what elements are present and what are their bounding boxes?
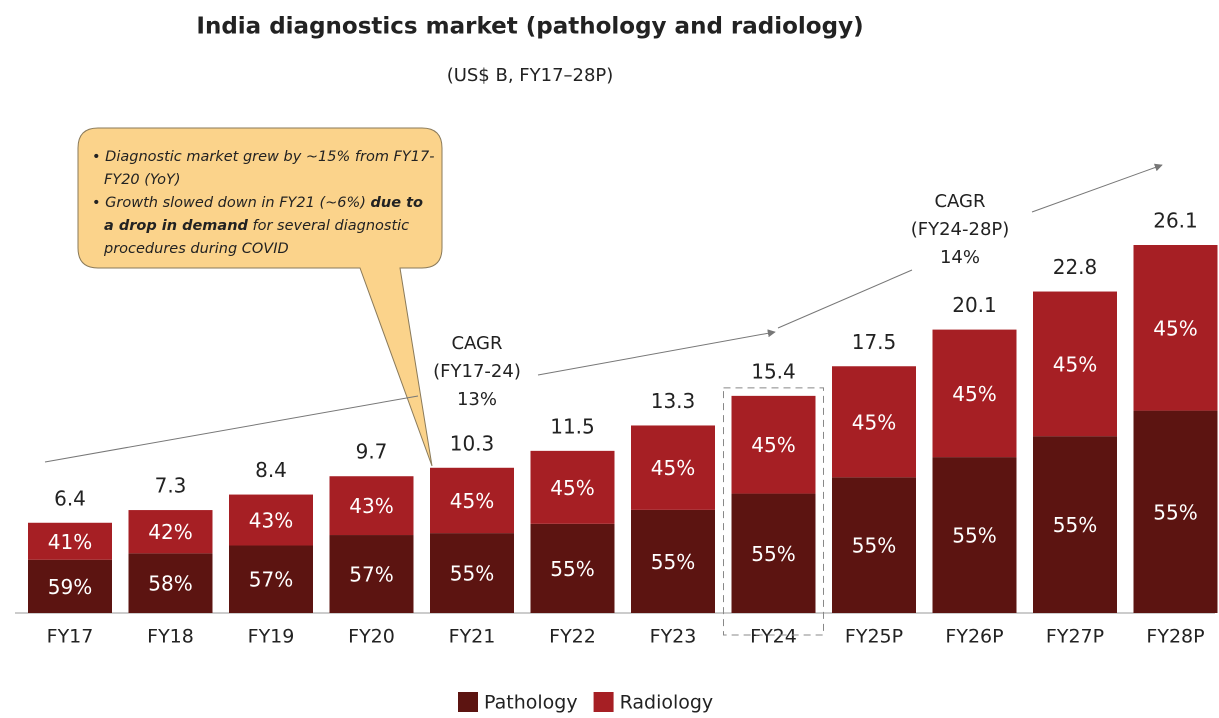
bar-segment	[731, 395, 816, 494]
bar-segment	[1133, 245, 1218, 411]
segment-label: 55%	[651, 550, 695, 574]
bullet: • Growth slowed down in FY21 (~6%) due t…	[92, 195, 424, 257]
x-tick-label: FY17	[47, 626, 94, 648]
legend-label: Pathology	[484, 692, 578, 714]
total-label: 15.4	[751, 359, 796, 383]
bar-segment	[1033, 291, 1117, 437]
total-label: 26.1	[1153, 209, 1198, 233]
segment-label: 45%	[952, 382, 996, 406]
total-label: 13.3	[651, 389, 696, 413]
cagr-label: 13%	[457, 389, 497, 410]
x-tick-label: FY20	[348, 626, 395, 648]
total-label: 11.5	[550, 414, 595, 438]
bar-segment	[329, 535, 414, 613]
chart-title: India diagnostics market (pathology and …	[196, 14, 863, 40]
callout-box	[77, 127, 443, 467]
cagr-label: (FY24-28P)	[911, 219, 1010, 240]
cagr-label: (FY17-24)	[433, 361, 521, 382]
total-label: 7.3	[155, 474, 187, 498]
segment-label: 43%	[249, 509, 293, 533]
bar-segment	[128, 553, 213, 613]
segment-label: 45%	[852, 410, 896, 434]
bar-segment	[530, 450, 615, 524]
legend-swatch	[458, 692, 478, 712]
total-label: 17.5	[852, 330, 897, 354]
bar-segment	[229, 494, 313, 546]
callout-text: • Diagnostic market grew by ~15% from FY…	[92, 146, 437, 261]
segment-label: 55%	[1053, 513, 1097, 537]
cagr-label: CAGR	[934, 191, 985, 212]
bar-segment	[430, 467, 514, 534]
segment-label: 45%	[550, 476, 594, 500]
bar-segment	[28, 559, 112, 613]
segment-label: 58%	[148, 572, 192, 596]
bar-segment	[631, 509, 715, 613]
x-tick-label: FY18	[147, 626, 194, 648]
legend-swatch	[593, 692, 614, 712]
x-tick-label: FY21	[449, 626, 496, 648]
arrow-line	[1031, 163, 1163, 213]
total-label: 6.4	[54, 486, 86, 510]
arrow-line	[537, 329, 776, 376]
segment-label: 57%	[249, 568, 293, 592]
segment-label: 45%	[1053, 352, 1097, 376]
segment-label: 55%	[852, 534, 896, 558]
segment-label: 57%	[349, 563, 393, 587]
segment-label: 41%	[48, 530, 92, 554]
segment-label: 42%	[148, 520, 192, 544]
x-tick-label: FY19	[248, 626, 295, 648]
bullet-text: Growth slowed down in FY21 (~6%)	[105, 195, 371, 211]
segment-label: 55%	[751, 542, 795, 566]
x-tick-label: FY26P	[945, 626, 1003, 648]
arrow-line	[777, 269, 913, 329]
x-tick-label: FY25P	[845, 626, 903, 648]
bar-segment	[28, 522, 112, 560]
bar-segment	[329, 476, 414, 536]
bar-segment	[832, 477, 916, 613]
bar-segment	[932, 329, 1017, 458]
segment-label: 45%	[1153, 316, 1197, 340]
bar-segment	[1033, 436, 1117, 613]
bar-segment	[932, 457, 1017, 613]
bar-segment	[430, 533, 514, 613]
segment-label: 55%	[952, 524, 996, 548]
segment-label: 55%	[450, 562, 494, 586]
total-label: 22.8	[1053, 255, 1098, 279]
total-label: 20.1	[952, 293, 997, 317]
segment-label: 45%	[751, 433, 795, 457]
segment-label: 45%	[450, 489, 494, 513]
bar-segment	[1133, 410, 1218, 613]
x-tick-label: FY28P	[1146, 626, 1204, 648]
cagr-label: CAGR	[451, 333, 502, 354]
total-label: 10.3	[450, 431, 495, 455]
chart-subtitle: (US$ B, FY17–28P)	[447, 65, 614, 86]
x-tick-label: FY23	[650, 626, 697, 648]
x-tick-label: FY27P	[1046, 626, 1104, 648]
legend-label: Radiology	[620, 692, 714, 714]
bar-segment	[229, 545, 313, 613]
segment-label: 59%	[48, 575, 92, 599]
segment-label: 55%	[550, 557, 594, 581]
bullet-text: for several diagnostic procedures during…	[104, 218, 410, 257]
x-tick-label: FY24	[750, 626, 797, 648]
x-tick-label: FY22	[549, 626, 596, 648]
bullet-bold: due to a drop in demand	[104, 195, 424, 234]
bullet: • Diagnostic market grew by ~15% from FY…	[92, 149, 435, 188]
total-label: 8.4	[255, 458, 287, 482]
highlight-box	[723, 387, 824, 636]
bar-segment	[832, 366, 916, 478]
cagr-label: 14%	[940, 247, 980, 268]
bar-segment	[128, 510, 213, 554]
segment-label: 55%	[1153, 500, 1197, 524]
segment-label: 45%	[651, 456, 695, 480]
bullet-text: Diagnostic market grew by ~15% from FY17…	[104, 149, 435, 188]
bar-segment	[530, 523, 615, 613]
bar-segment	[631, 425, 715, 510]
arrow-line	[44, 395, 419, 463]
segment-label: 43%	[349, 494, 393, 518]
total-label: 9.7	[356, 440, 388, 464]
bar-segment	[731, 493, 816, 613]
